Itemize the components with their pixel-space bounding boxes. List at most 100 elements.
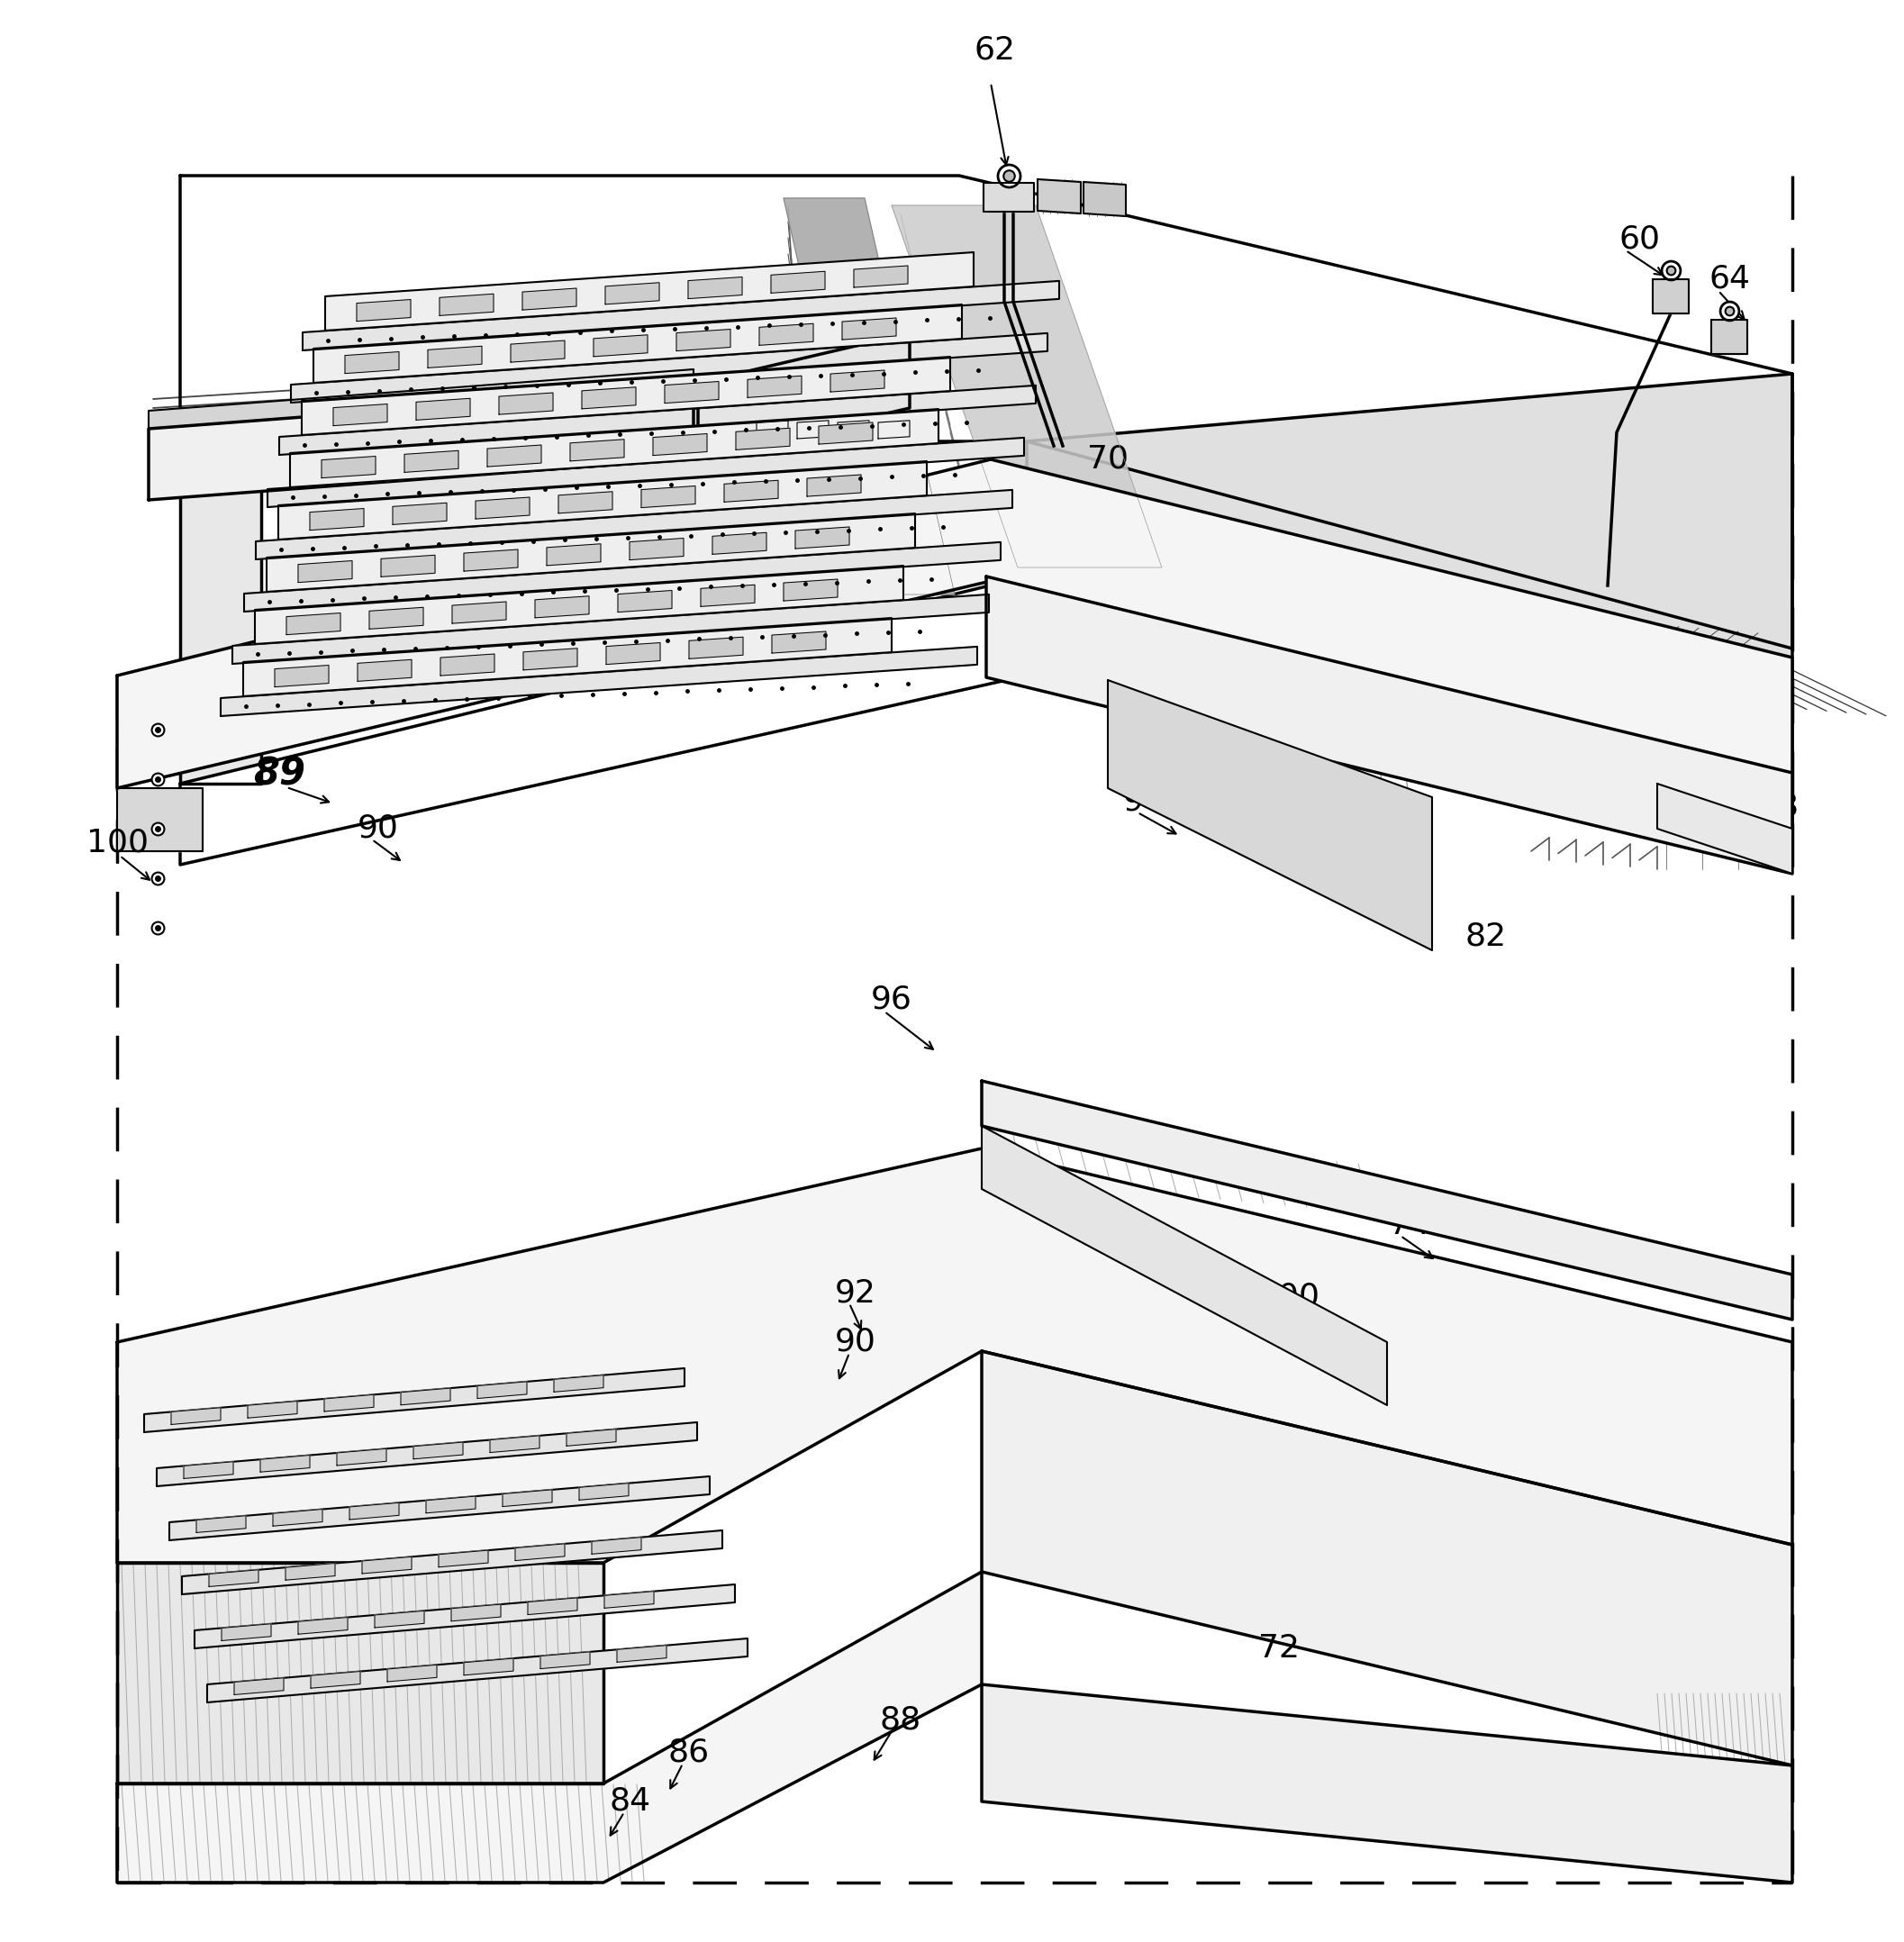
Polygon shape (196, 1517, 246, 1532)
Polygon shape (984, 183, 1034, 212)
Text: 90: 90 (358, 814, 400, 845)
Polygon shape (116, 1571, 982, 1882)
Text: 64: 64 (1708, 264, 1750, 295)
Text: 60: 60 (1618, 223, 1660, 254)
Polygon shape (982, 1126, 1386, 1406)
Polygon shape (116, 788, 202, 851)
Polygon shape (278, 460, 927, 540)
Polygon shape (289, 410, 939, 487)
Polygon shape (261, 1455, 310, 1472)
Polygon shape (807, 474, 861, 497)
Polygon shape (712, 532, 767, 553)
Polygon shape (145, 1369, 685, 1431)
Polygon shape (771, 631, 826, 653)
Polygon shape (798, 421, 828, 439)
Polygon shape (592, 1538, 642, 1554)
Polygon shape (299, 1618, 348, 1633)
Polygon shape (375, 1610, 425, 1627)
Polygon shape (982, 1352, 1792, 1765)
Polygon shape (255, 489, 1013, 559)
Polygon shape (583, 386, 636, 410)
Polygon shape (699, 334, 910, 458)
Polygon shape (274, 666, 329, 687)
Polygon shape (1656, 785, 1792, 874)
Polygon shape (617, 1645, 666, 1662)
Polygon shape (358, 660, 411, 682)
Polygon shape (333, 404, 387, 425)
Polygon shape (244, 618, 891, 697)
Polygon shape (554, 1375, 604, 1392)
Polygon shape (756, 421, 788, 439)
Polygon shape (337, 1449, 387, 1466)
Polygon shape (149, 386, 693, 499)
Polygon shape (579, 1484, 628, 1499)
Polygon shape (524, 649, 577, 670)
Polygon shape (503, 1490, 552, 1507)
Polygon shape (208, 1639, 748, 1703)
Polygon shape (771, 272, 824, 293)
Polygon shape (404, 451, 459, 472)
Polygon shape (116, 1563, 604, 1783)
Polygon shape (381, 555, 434, 577)
Polygon shape (664, 381, 718, 404)
Text: 92: 92 (836, 1278, 876, 1307)
Text: 86: 86 (668, 1736, 710, 1767)
Polygon shape (234, 1678, 284, 1695)
Polygon shape (426, 1495, 476, 1513)
Polygon shape (451, 602, 506, 623)
Polygon shape (248, 1400, 297, 1418)
Polygon shape (267, 513, 916, 592)
Polygon shape (541, 1653, 590, 1668)
Text: 82: 82 (1466, 921, 1506, 952)
Polygon shape (594, 334, 647, 357)
Polygon shape (194, 1585, 735, 1649)
Polygon shape (476, 497, 529, 519)
Polygon shape (724, 480, 779, 503)
Polygon shape (535, 596, 588, 618)
Polygon shape (369, 608, 423, 629)
Text: 74: 74 (1388, 1210, 1430, 1241)
Polygon shape (1038, 179, 1081, 214)
Polygon shape (478, 1381, 527, 1398)
Polygon shape (891, 206, 1161, 567)
Polygon shape (982, 1082, 1792, 1319)
Polygon shape (221, 1624, 270, 1641)
Polygon shape (487, 445, 541, 466)
Text: 90: 90 (836, 1326, 876, 1357)
Polygon shape (402, 1389, 451, 1404)
Polygon shape (232, 594, 988, 664)
Polygon shape (345, 352, 400, 373)
Polygon shape (362, 1557, 411, 1573)
Polygon shape (642, 486, 695, 507)
Polygon shape (830, 371, 885, 392)
Polygon shape (301, 357, 950, 435)
Polygon shape (428, 346, 482, 367)
Polygon shape (183, 1530, 722, 1594)
Polygon shape (558, 491, 613, 513)
Text: 84: 84 (609, 1787, 651, 1818)
Polygon shape (982, 1684, 1792, 1882)
Polygon shape (605, 643, 661, 664)
Polygon shape (1653, 280, 1689, 313)
Text: 72: 72 (1259, 1633, 1300, 1664)
Text: 70: 70 (1087, 445, 1129, 474)
Text: 100: 100 (86, 827, 149, 858)
Polygon shape (653, 433, 706, 456)
Text: 62: 62 (975, 35, 1017, 64)
Polygon shape (516, 1544, 565, 1561)
Polygon shape (272, 1509, 322, 1526)
Polygon shape (413, 1443, 463, 1458)
Polygon shape (878, 421, 910, 439)
Polygon shape (527, 1598, 577, 1614)
Polygon shape (676, 330, 731, 352)
Polygon shape (116, 1148, 1792, 1563)
Polygon shape (619, 590, 672, 612)
Polygon shape (1083, 183, 1125, 216)
Polygon shape (701, 585, 754, 606)
Polygon shape (387, 1664, 436, 1682)
Polygon shape (280, 385, 1036, 454)
Polygon shape (169, 1476, 710, 1540)
Polygon shape (171, 1408, 221, 1425)
Text: 96: 96 (870, 985, 912, 1016)
Polygon shape (499, 392, 552, 414)
